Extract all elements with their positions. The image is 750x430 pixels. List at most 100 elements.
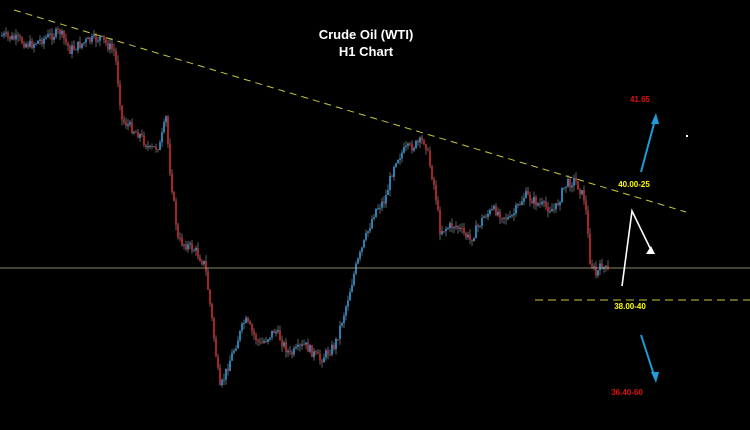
candle-body [109, 43, 111, 50]
candle-body [319, 353, 321, 361]
candle-body [465, 233, 467, 238]
candle-body [321, 360, 323, 363]
candle-body [359, 251, 361, 259]
candle-body [561, 188, 563, 203]
candle-body [519, 204, 521, 206]
candle-body [263, 341, 265, 343]
candle-body [425, 144, 427, 150]
candle-body [391, 176, 393, 177]
candle-body [175, 200, 177, 225]
candle-body [33, 44, 35, 48]
candle-body [49, 33, 51, 35]
candle-body [369, 228, 371, 232]
candle-body [525, 190, 527, 198]
candle-body [577, 181, 579, 190]
candle-body [215, 338, 217, 357]
candle-body [37, 40, 39, 44]
candle-body [509, 216, 511, 218]
candle-body [221, 379, 223, 386]
candle-body [599, 263, 601, 271]
candle-body [101, 35, 103, 37]
candle-body [137, 131, 139, 138]
candle-body [375, 208, 377, 218]
candle-body [323, 357, 325, 363]
candle-body [189, 243, 191, 245]
candle-body [199, 257, 201, 262]
candle-body [305, 342, 307, 345]
candle-body [19, 36, 21, 38]
candle-body [77, 41, 79, 51]
candle-body [229, 360, 231, 371]
candle-body [127, 124, 129, 126]
chart-subtitle: H1 Chart [339, 44, 394, 59]
forecast-arrowhead [646, 246, 655, 254]
candle-body [149, 145, 151, 147]
candle-body [469, 234, 471, 240]
candle-body [27, 43, 29, 47]
candle-body [537, 203, 539, 206]
candle-body [125, 122, 127, 126]
candle-body [265, 341, 267, 342]
candle-body [357, 258, 359, 264]
marker-dot [686, 135, 688, 137]
candle-body [253, 330, 255, 335]
candle-body [461, 227, 463, 229]
candle-body [527, 190, 529, 195]
candle-body [327, 350, 329, 355]
candle-body [453, 227, 455, 229]
candle-body [269, 337, 271, 340]
candle-body [569, 179, 571, 188]
candle-body [471, 239, 473, 241]
candle-body [283, 342, 285, 347]
candle-body [393, 166, 395, 177]
candle-body [11, 35, 13, 40]
candle-body [307, 342, 309, 352]
candle-body [115, 50, 117, 61]
candle-body [121, 105, 123, 120]
candle-body [67, 42, 69, 47]
candle-body [415, 140, 417, 149]
candle-body [249, 321, 251, 325]
candle-body [455, 226, 457, 228]
candle-body [195, 247, 197, 251]
candle-body [57, 28, 59, 30]
candle-body [141, 133, 143, 136]
candle-body [523, 198, 525, 202]
candle-body [287, 350, 289, 353]
candle-body [437, 200, 439, 210]
candle-body [521, 201, 523, 205]
candle-body [257, 340, 259, 342]
candle-body [487, 213, 489, 218]
candle-body [247, 317, 249, 322]
candle-body [113, 49, 115, 51]
candle-body [459, 227, 461, 229]
candle-body [1, 35, 3, 37]
candle-body [111, 43, 113, 50]
candle-body [309, 345, 311, 352]
candle-body [63, 30, 65, 39]
candle-body [231, 352, 233, 361]
candle-body [529, 194, 531, 201]
candle-body [367, 231, 369, 233]
candle-body [59, 30, 61, 35]
candle-body [47, 34, 49, 38]
candle-body [105, 39, 107, 43]
candle-body [21, 37, 23, 44]
candle-body [219, 367, 221, 385]
candle-body [245, 317, 247, 323]
candle-body [267, 339, 269, 342]
candle-body [555, 203, 557, 210]
candle-body [417, 140, 419, 143]
candle-body [155, 146, 157, 150]
candle-body [531, 200, 533, 204]
candle-body [545, 201, 547, 207]
candle-body [79, 41, 81, 48]
candle-body [351, 284, 353, 292]
candle-body [571, 185, 573, 188]
candle-body [339, 325, 341, 339]
candle-body [447, 228, 449, 229]
candle-body [389, 176, 391, 191]
candle-body [419, 137, 421, 143]
candle-body [601, 263, 603, 269]
